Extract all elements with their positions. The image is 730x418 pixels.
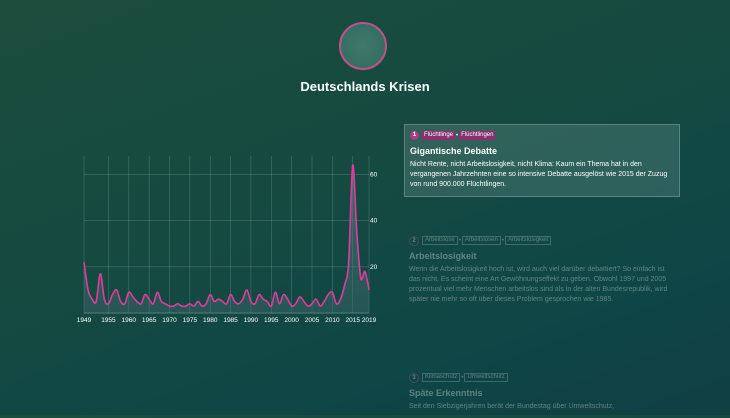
x-tick-label: 2019 (362, 317, 377, 324)
x-tick-label: 2000 (284, 317, 299, 324)
tag-separator: • (501, 237, 504, 244)
tag[interactable]: Klimaschutz (422, 373, 461, 382)
x-tick-label: 1995 (264, 317, 279, 324)
x-tick-label: 1980 (203, 317, 218, 324)
section-body: Wenn die Arbeitslosigkeit hoch ist, wird… (409, 266, 668, 303)
tag[interactable]: Umweltschutz (464, 373, 508, 382)
x-tick-label: 1949 (77, 317, 92, 324)
section-tags: Klimaschutz • Umweltschutz (422, 373, 508, 383)
page-title: Deutschlands Krisen (300, 79, 430, 94)
section-card-3[interactable]: 3 Klimaschutz • Umweltschutz Späte Erken… (404, 367, 680, 418)
section-body: Seit den Siebzigerjahren berät der Bunde… (409, 403, 615, 410)
tag[interactable]: Arbeitslose (422, 236, 458, 245)
tag[interactable]: Arbeitslosigkeit (504, 236, 552, 245)
series-line (83, 164, 370, 308)
x-tick-label: 1990 (244, 317, 259, 324)
tag-separator: • (458, 237, 461, 244)
section-card-2[interactable]: 2 Arbeitslose • Arbeitslosen • Arbeitslo… (404, 230, 680, 311)
section-number: 2 (409, 235, 419, 246)
line-chart: 1949 1955 1960 1965 1970 1975 1980 1985 1990 1995… (77, 156, 378, 324)
tag[interactable]: Arbeitslosen (461, 236, 501, 245)
x-tick-label: 2005 (305, 317, 320, 324)
x-tick-label: 1955 (101, 317, 116, 324)
section-title: Gigantische Debatte (410, 146, 498, 156)
section-tags: Flüchtlinge • Flüchtlingen (422, 131, 496, 141)
x-tick-label: 1985 (223, 317, 238, 324)
x-tick-label: 1975 (183, 317, 198, 324)
section-card-1[interactable]: 1 Flüchtlinge • Flüchtlingen Gigantische… (404, 124, 680, 197)
x-tick-label: 1960 (122, 317, 137, 324)
section-body: Nicht Rente, nicht Arbeitslosigkeit, nic… (410, 161, 668, 188)
x-tick-label: 2015 (345, 317, 360, 324)
x-tick-label: 2010 (325, 317, 340, 324)
tag[interactable]: Flüchtlingen (459, 131, 496, 140)
y-tick-label: 60 (370, 171, 378, 178)
section-number: 3 (409, 372, 419, 383)
x-tick-label: 1970 (162, 317, 177, 324)
section-title: Späte Erkenntnis (409, 388, 483, 398)
section-tags: Arbeitslose • Arbeitslosen • Arbeitslosi… (422, 236, 552, 246)
section-title: Arbeitslosigkeit (409, 251, 477, 261)
section-number: 1 (410, 131, 419, 140)
tag-separator: • (461, 374, 464, 381)
series-area (84, 164, 369, 313)
tag[interactable]: Flüchtlinge (422, 131, 456, 140)
tag-separator: • (456, 132, 459, 139)
y-tick-label: 20 (370, 264, 378, 271)
x-tick-label: 1965 (142, 317, 157, 324)
y-tick-label: 40 (370, 218, 378, 225)
logo (339, 22, 387, 70)
